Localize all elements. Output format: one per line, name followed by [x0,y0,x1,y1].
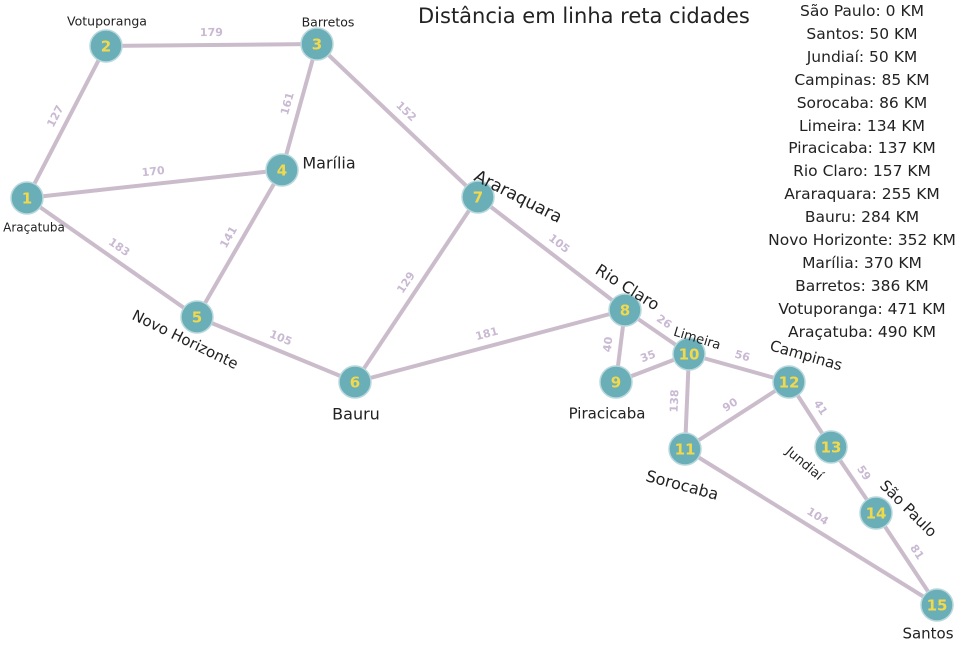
edge-1-4 [26,168,283,200]
node-id-label: 15 [927,597,948,615]
distance-item: Barretos: 386 KM [795,276,929,295]
edge-weight-label: 56 [733,348,752,365]
distance-item: Rio Claro: 157 KM [793,162,931,181]
distance-item: Limeira: 134 KM [799,116,925,135]
edge-14-15 [874,511,939,607]
node-id-label: 8 [620,302,630,320]
edge-weight-label: 59 [854,463,873,483]
city-label: Marília [302,154,355,173]
node-id-label: 9 [611,374,621,392]
edge-weight-label: 181 [474,325,500,343]
distance-item: Bauru: 284 KM [804,208,920,227]
node-id-label: 1 [22,190,32,208]
node-12[interactable] [772,365,806,399]
edge-weight-label: 40 [601,336,616,353]
edge-6-7 [353,195,480,384]
edge-3-4 [280,43,319,171]
node-id-label: 11 [675,441,696,459]
edge-weight-label: 138 [668,389,682,412]
edge-weight-label: 81 [907,542,926,562]
city-label: Sorocaba [644,466,721,504]
edge-weight-label: 35 [639,348,658,366]
edge-weight-label: 179 [200,26,223,39]
node-6[interactable] [338,365,372,399]
edge-weight-label: 90 [720,395,740,414]
node-id-label: 2 [101,38,111,56]
edge-4-5 [195,168,284,319]
node-1[interactable] [10,181,44,215]
node-id-label: 5 [192,309,202,327]
edge-weight-label: 105 [268,328,294,349]
node-id-label: 6 [350,374,360,392]
node-15[interactable] [920,588,954,622]
edge-2-3 [105,42,318,48]
distance-item: Novo Horizonte: 352 KM [768,231,956,250]
distance-list: São Paulo: 0 KM Santos: 50 KM Jundiaí: 50 … [762,0,962,344]
node-id-label: 4 [277,162,287,180]
node-11[interactable] [668,432,702,466]
edge-weight-label: 41 [811,398,830,418]
city-label: Piracicaba [569,405,646,423]
city-label: Votuporanga [67,14,147,29]
node-id-label: 14 [866,505,887,523]
node-id-label: 10 [679,346,700,364]
edge-7-8 [476,195,627,312]
node-2[interactable] [89,29,123,63]
edge-1-2 [25,45,108,199]
edge-weight-label: 161 [278,91,297,117]
distance-item: Araraquara: 255 KM [784,185,940,204]
node-3[interactable] [300,27,334,61]
edge-weight-label: 26 [654,312,674,332]
node-7[interactable] [461,180,495,214]
distance-item: São Paulo: 0 KM [800,2,924,20]
distance-item: Piracicaba: 137 KM [788,139,936,158]
distance-item: Araçatuba: 490 KM [788,322,936,341]
edge-weight-label: 170 [141,164,166,179]
city-label: Araçatuba [3,221,65,235]
node-14[interactable] [859,496,893,530]
distance-item: Sorocaba: 86 KM [796,93,928,112]
edge-3-7 [315,42,480,199]
edge-11-12 [683,380,791,451]
node-5[interactable] [180,300,214,334]
edge-1-5 [25,196,199,319]
node-10[interactable] [672,337,706,371]
distance-item: Marília: 370 KM [802,253,922,272]
node-9[interactable] [599,365,633,399]
city-label: Bauru [332,405,380,424]
distance-item: Campinas: 85 KM [794,70,930,89]
node-8[interactable] [608,293,642,327]
edge-10-12 [688,352,790,384]
city-label: Barretos [302,15,355,30]
node-4[interactable] [265,153,299,187]
edge-11-15 [683,447,939,607]
node-id-label: 3 [312,36,322,54]
node-13[interactable] [814,430,848,464]
distance-item: Jundiaí: 50 KM [806,47,918,66]
distance-item: Santos: 50 KM [806,24,918,43]
diagram-title: Distância em linha reta cidades [418,4,750,28]
node-id-label: 12 [779,374,800,392]
node-id-label: 13 [821,439,842,457]
city-label: Santos [902,625,953,643]
node-id-label: 7 [473,189,483,207]
edge-5-6 [196,315,356,384]
edge-6-8 [354,308,626,384]
distance-item: Votuporanga: 471 KM [778,299,946,318]
